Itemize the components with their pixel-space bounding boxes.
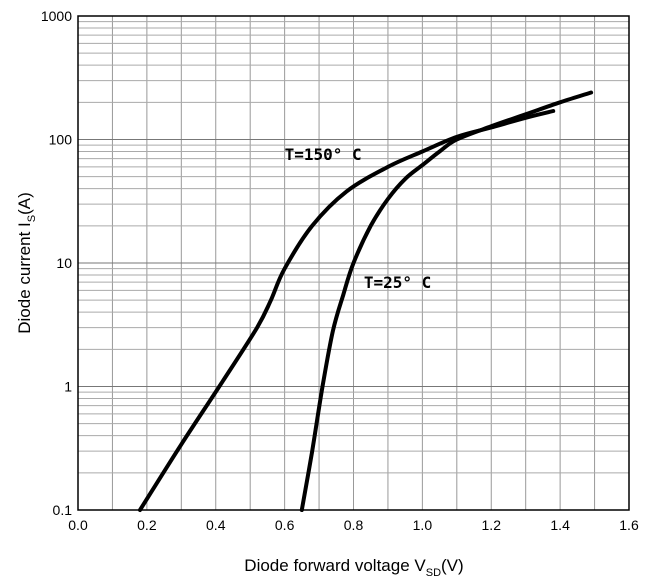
y-axis-title-sub: S <box>26 215 38 222</box>
x-tick-label: 1.4 <box>550 517 570 533</box>
y-tick-label: 1000 <box>41 8 72 24</box>
x-axis-title: Diode forward voltage VSD(V) <box>244 556 463 579</box>
y-tick-label: 0.1 <box>53 502 73 518</box>
grid <box>78 16 629 510</box>
plot-frame <box>77 15 630 511</box>
y-tick-label: 100 <box>49 132 73 148</box>
y-axis-title-main: Diode current I <box>15 222 34 334</box>
y-axis-ticks: 0.1 1 10 100 1000 <box>41 8 72 518</box>
series-layer <box>138 90 594 512</box>
x-tick-label: 1.2 <box>482 517 502 533</box>
x-tick-label: 1.6 <box>619 517 639 533</box>
y-axis-title: Diode current IS(A) <box>15 192 38 334</box>
x-tick-label: 0.6 <box>275 517 295 533</box>
curve-labels: T=150° C T=25° C <box>285 145 432 292</box>
x-tick-label: 0.2 <box>137 517 157 533</box>
x-axis-title-main: Diode forward voltage V <box>244 556 426 575</box>
y-tick-label: 1 <box>64 379 72 395</box>
x-tick-label: 0.4 <box>206 517 226 533</box>
x-axis-title-unit: (V) <box>441 556 464 575</box>
curve-label-2: T=25° C <box>364 273 431 292</box>
x-axis-ticks: 0.0 0.2 0.4 0.6 0.8 1.0 1.2 1.4 1.6 <box>68 517 639 533</box>
series-line-2 <box>299 90 594 512</box>
x-tick-label: 1.0 <box>413 517 433 533</box>
x-tick-label: 0.0 <box>68 517 88 533</box>
curve-label-1: T=150° C <box>285 145 362 164</box>
x-axis-title-sub: SD <box>426 567 441 579</box>
y-axis-title-unit: (A) <box>15 192 34 215</box>
x-tick-label: 0.8 <box>344 517 364 533</box>
y-tick-label: 10 <box>56 255 72 271</box>
